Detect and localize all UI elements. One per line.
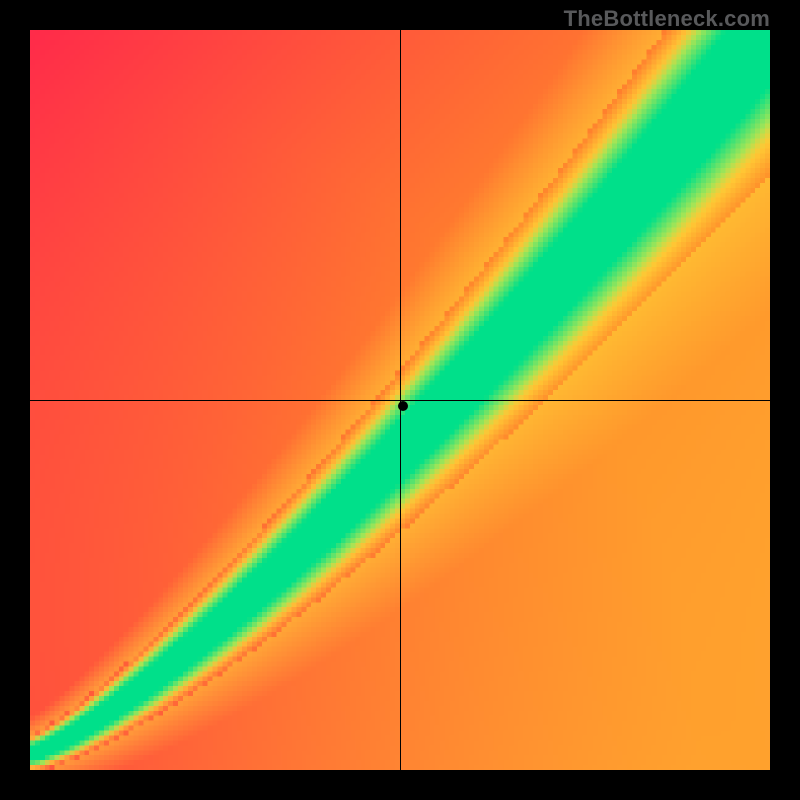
- selection-marker: [398, 401, 408, 411]
- watermark-text: TheBottleneck.com: [564, 6, 770, 32]
- crosshair-vertical: [400, 30, 401, 770]
- chart-container: TheBottleneck.com: [0, 0, 800, 800]
